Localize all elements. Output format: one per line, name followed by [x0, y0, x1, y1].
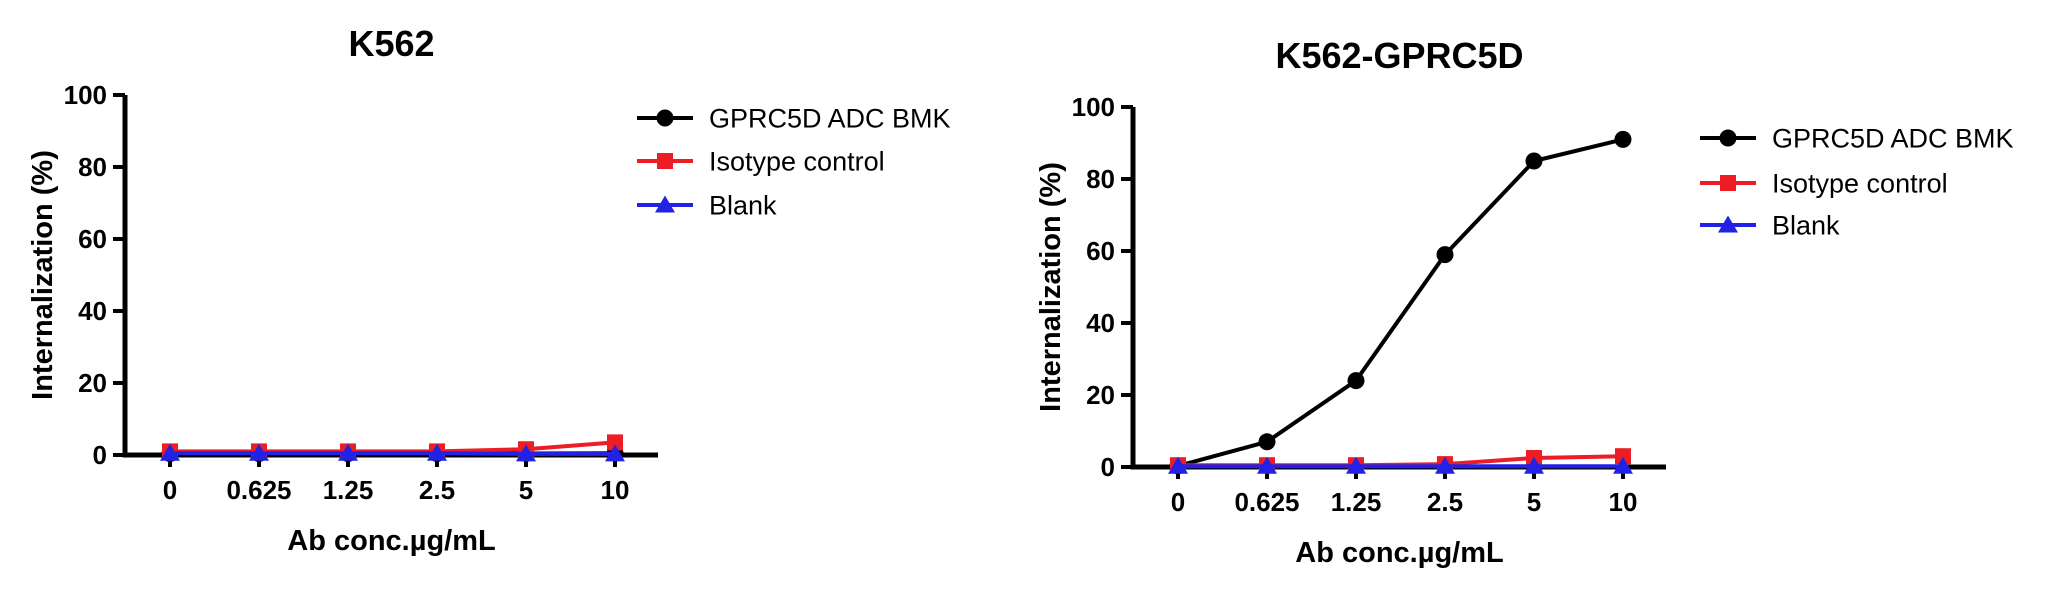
series-line-gprc5d-adc-bmk [1178, 139, 1623, 466]
series-marker-circle-icon [1526, 153, 1543, 170]
y-tick-label: 100 [64, 80, 107, 110]
series-marker-circle-icon [1348, 372, 1365, 389]
x-tick-label: 5 [1527, 487, 1541, 517]
legend-marker-square-icon [657, 153, 673, 169]
series-line-isotype-control [170, 442, 615, 451]
legend-label: GPRC5D ADC BMK [1772, 123, 2014, 153]
legend-label: Isotype control [709, 146, 885, 176]
x-tick-label: 10 [1609, 487, 1638, 517]
x-tick-label: 0.625 [226, 475, 291, 505]
x-tick-label: 0 [1171, 487, 1185, 517]
chart-panel-k562: K562 Internalization (%) Ab conc.µg/mL 0 20 4… [0, 0, 1040, 581]
y-tick-label: 60 [78, 224, 107, 254]
y-tick-label: 80 [1086, 164, 1115, 194]
legend-item-isotype-control: Isotype control [637, 146, 885, 176]
y-tick-label: 40 [1086, 308, 1115, 338]
x-tick-label: 2.5 [419, 475, 455, 505]
y-tick-label: 0 [93, 440, 107, 470]
legend-item-blank: Blank [1700, 210, 1840, 240]
x-axis-label: Ab conc.µg/mL [287, 525, 495, 557]
x-tick-label: 0 [163, 475, 177, 505]
legend-marker-circle-icon [1720, 130, 1737, 147]
series-marker-circle-icon [1615, 131, 1632, 148]
y-tick-label: 100 [1072, 92, 1115, 122]
series-line-isotype-control [1178, 456, 1623, 465]
x-tick-label: 0.625 [1234, 487, 1299, 517]
y-tick-label: 60 [1086, 236, 1115, 266]
x-axis-label: Ab conc.µg/mL [1295, 537, 1503, 569]
y-axis-label: Internalization (%) [27, 150, 59, 400]
y-tick-label: 40 [78, 296, 107, 326]
k562-line-chart: K562 Internalization (%) Ab conc.µg/mL 0 20 4… [0, 0, 1040, 581]
legend-item-blank: Blank [637, 190, 777, 220]
x-tick-label: 2.5 [1427, 487, 1463, 517]
legend-item-gprc5d-adc-bmk: GPRC5D ADC BMK [637, 103, 951, 133]
legend-label: Blank [1772, 210, 1840, 240]
legend-marker-circle-icon [657, 110, 674, 127]
legend-item-gprc5d-adc-bmk: GPRC5D ADC BMK [1700, 123, 2014, 153]
x-tick-label: 1.25 [323, 475, 374, 505]
y-tick-label: 0 [1101, 452, 1115, 482]
y-tick-label: 80 [78, 152, 107, 182]
legend-item-isotype-control: Isotype control [1700, 168, 1948, 198]
y-axis-label: Internalization (%) [1035, 162, 1067, 412]
chart-title: K562 [348, 23, 434, 64]
chart-panel-k562-gprc5d: K562-GPRC5D Internalization (%) Ab conc.µg… [1008, 12, 2048, 593]
legend-label: GPRC5D ADC BMK [709, 103, 951, 133]
figure: K562 Internalization (%) Ab conc.µg/mL 0 20 4… [0, 0, 2048, 581]
series-line-blank [170, 453, 615, 454]
legend-label: Isotype control [1772, 168, 1948, 198]
k562-gprc5d-line-chart: K562-GPRC5D Internalization (%) Ab conc.µg… [1008, 12, 2048, 593]
x-tick-label: 5 [519, 475, 533, 505]
series-gprc5d-adc-bmk [1170, 131, 1632, 475]
chart-title: K562-GPRC5D [1275, 35, 1523, 76]
legend-label: Blank [709, 190, 777, 220]
y-tick-label: 20 [1086, 380, 1115, 410]
x-tick-label: 10 [601, 475, 630, 505]
x-tick-label: 1.25 [1331, 487, 1382, 517]
series-marker-circle-icon [1259, 433, 1276, 450]
series-marker-circle-icon [1437, 246, 1454, 263]
y-tick-label: 20 [78, 368, 107, 398]
legend-marker-square-icon [1720, 175, 1736, 191]
